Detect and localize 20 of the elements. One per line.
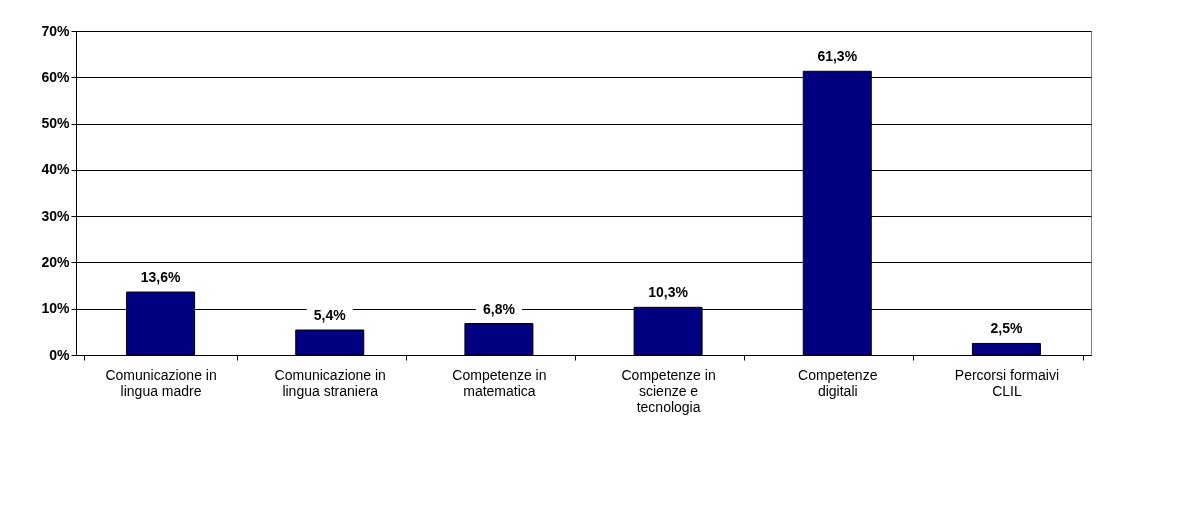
y-tick-label: 10% <box>41 300 71 317</box>
x-tick-label: Competenze digitali <box>798 366 878 399</box>
data-label: 61,3% <box>817 48 858 65</box>
y-tick-label: 30% <box>41 207 71 224</box>
y-tick-label: 60% <box>41 68 71 85</box>
y-tick-label: 20% <box>41 253 71 270</box>
y-tick-label: 0% <box>49 346 71 363</box>
data-label: 13,6% <box>140 269 181 286</box>
data-label: 6,8% <box>482 300 516 317</box>
data-label: 10,3% <box>648 284 689 301</box>
y-tick-label: 70% <box>41 22 71 39</box>
x-tick-label: Competenze in scienze e tecnologia <box>621 366 716 415</box>
y-tick-label: 50% <box>41 115 71 132</box>
x-tick-label: Percorsi formaivi CLIL <box>954 366 1060 399</box>
x-tick-label: Comunicazione in lingua straniera <box>274 366 386 399</box>
y-tick-label: 40% <box>41 161 71 178</box>
data-label: 5,4% <box>313 307 347 324</box>
x-tick-label: Competenze in matematica <box>452 366 547 399</box>
data-label: 2,5% <box>990 320 1023 337</box>
x-tick-label: Comunicazione in lingua madre <box>105 366 217 399</box>
